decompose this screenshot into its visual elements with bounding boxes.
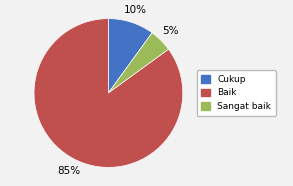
Text: 10%: 10% — [124, 4, 147, 15]
Wedge shape — [34, 19, 183, 167]
Text: 5%: 5% — [162, 26, 179, 36]
Wedge shape — [108, 33, 168, 93]
Text: 85%: 85% — [57, 166, 80, 176]
Wedge shape — [108, 19, 152, 93]
Legend: Cukup, Baik, Sangat baik: Cukup, Baik, Sangat baik — [197, 70, 276, 116]
